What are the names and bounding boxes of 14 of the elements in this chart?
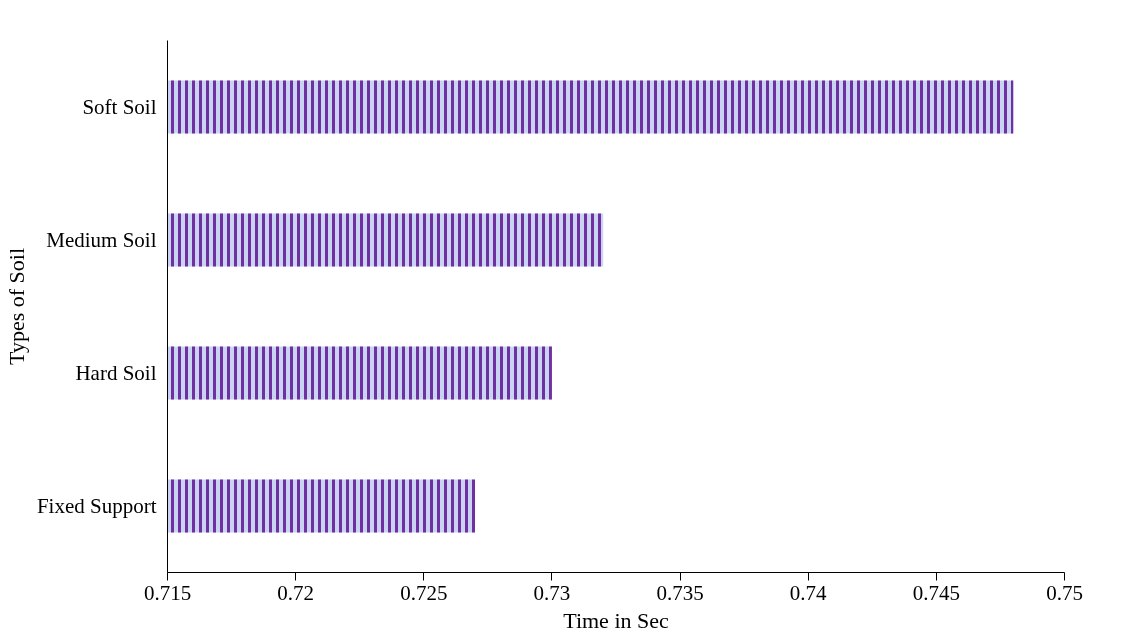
x-tick-label: 0.72 (277, 580, 315, 605)
x-tick-label: 0.745 (912, 580, 960, 605)
y-tick-label: Medium Soil (46, 228, 157, 252)
y-tick-label: Hard Soil (75, 361, 157, 385)
x-tick-label: 0.73 (533, 580, 571, 605)
y-tick-label: Soft Soil (82, 95, 157, 119)
x-tick-label: 0.74 (789, 580, 828, 605)
x-tick-label: 0.715 (143, 580, 192, 605)
x-tick-label: 0.735 (656, 580, 704, 605)
y-axis-title: Types of Soil (3, 247, 29, 366)
x-axis-title: Time in Sec (563, 607, 669, 633)
x-tick-label: 0.75 (1046, 580, 1083, 605)
x-tick-label: 0.725 (400, 580, 448, 605)
y-tick-label: Fixed Support (36, 494, 157, 518)
